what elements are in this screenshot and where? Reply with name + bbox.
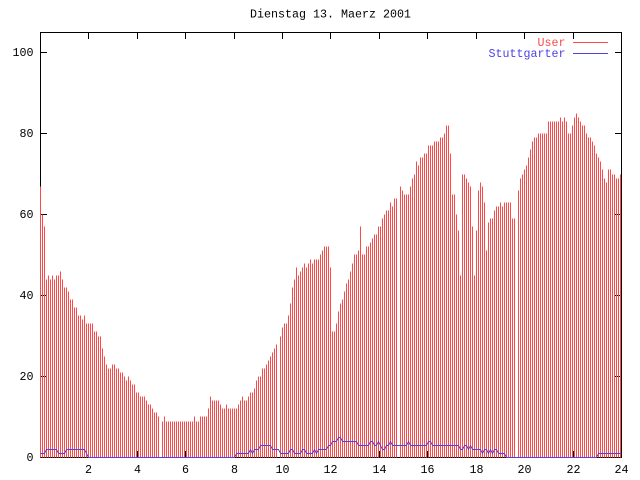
svg-text:20: 20	[20, 370, 34, 384]
svg-text:4: 4	[134, 463, 141, 477]
svg-text:2: 2	[85, 463, 92, 477]
svg-text:10: 10	[276, 463, 290, 477]
svg-text:8: 8	[231, 463, 238, 477]
svg-text:80: 80	[20, 127, 34, 141]
svg-text:60: 60	[20, 208, 34, 222]
svg-text:16: 16	[421, 463, 435, 477]
svg-text:40: 40	[20, 289, 34, 303]
svg-text:0: 0	[27, 451, 34, 465]
svg-text:18: 18	[470, 463, 484, 477]
svg-text:Stuttgarter: Stuttgarter	[489, 47, 566, 61]
svg-text:Dienstag 13. Maerz 2001: Dienstag 13. Maerz 2001	[250, 8, 411, 22]
svg-text:100: 100	[13, 46, 34, 60]
svg-text:20: 20	[518, 463, 532, 477]
svg-text:User: User	[538, 36, 566, 50]
svg-text:6: 6	[182, 463, 189, 477]
svg-text:24: 24	[615, 463, 629, 477]
svg-text:22: 22	[567, 463, 581, 477]
svg-text:12: 12	[324, 463, 338, 477]
svg-text:14: 14	[373, 463, 387, 477]
